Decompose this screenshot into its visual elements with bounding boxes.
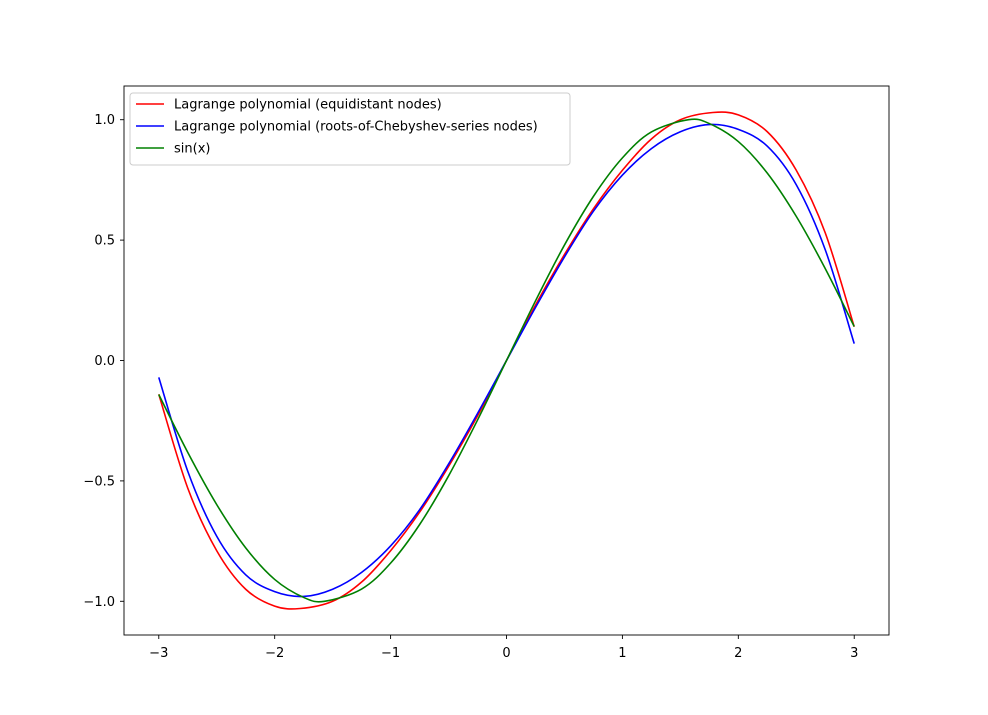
- x-tick-label: 2: [734, 646, 742, 661]
- series-layer: [158, 111, 855, 610]
- x-tick-label: −3: [149, 646, 168, 661]
- y-axis: −1.0 −0.5 0.0 0.5 1.0: [83, 113, 124, 610]
- legend-label-0: Lagrange polynomial (equidistant nodes): [174, 98, 442, 113]
- legend-box: [129, 92, 571, 166]
- x-tick-label: 1: [618, 646, 626, 661]
- y-tick-label: 0.5: [94, 234, 115, 249]
- x-tick-label: −2: [265, 646, 284, 661]
- legend: Lagrange polynomial (equidistant nodes) L…: [129, 92, 571, 166]
- y-tick-label: −0.5: [83, 474, 115, 489]
- x-tick-label: 0: [502, 646, 510, 661]
- series-line-2: [158, 118, 855, 603]
- x-tick-label: 3: [850, 646, 858, 661]
- x-axis: −3 −2 −1 0 1 2 3: [149, 635, 858, 661]
- y-tick-label: 0.0: [94, 354, 115, 369]
- y-tick-label: −1.0: [83, 595, 115, 610]
- legend-label-1: Lagrange polynomial (roots-of-Chebyshev-…: [174, 120, 538, 135]
- x-tick-label: −1: [381, 646, 400, 661]
- y-tick-label: 1.0: [94, 113, 115, 128]
- legend-label-2: sin(x): [174, 142, 210, 157]
